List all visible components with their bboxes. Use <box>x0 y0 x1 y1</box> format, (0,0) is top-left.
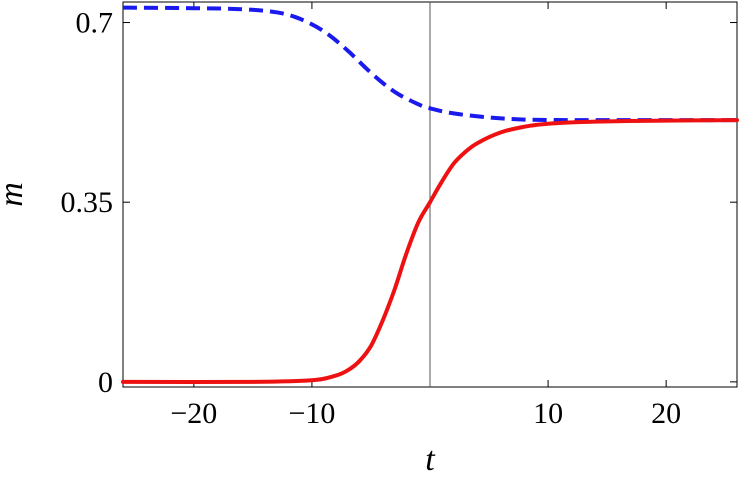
series-line-solid <box>121 118 739 384</box>
x-axis-label: t <box>425 441 436 478</box>
x-tick-label: −10 <box>288 397 335 430</box>
y-axis-label: m <box>0 182 30 207</box>
series-layer <box>121 5 739 384</box>
x-tick-label: 20 <box>651 397 681 430</box>
x-tick-label: 10 <box>533 397 563 430</box>
y-tick-label: 0.7 <box>76 7 114 40</box>
x-tick-label: −20 <box>170 397 217 430</box>
tick-labels: −20 −10 10 20 0 0.35 0.7 <box>61 7 682 430</box>
y-tick-label: 0 <box>98 366 113 399</box>
y-tick-label: 0.35 <box>61 186 114 219</box>
